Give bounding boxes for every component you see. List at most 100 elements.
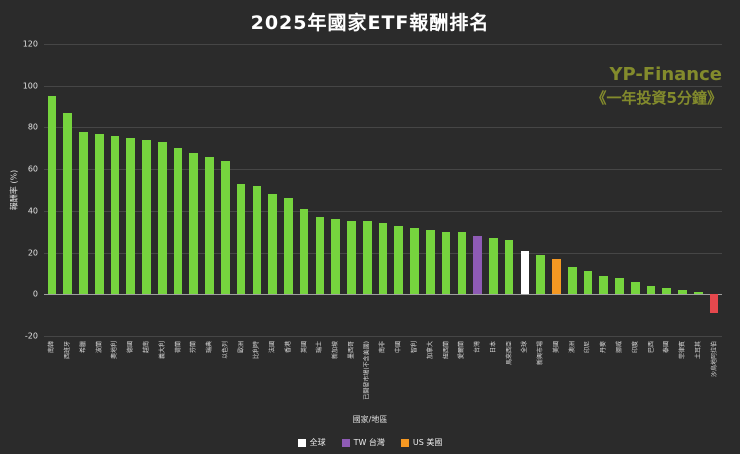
x-tick-label: 澳洲 — [568, 341, 576, 354]
x-tick-label: 挪威 — [616, 341, 623, 354]
legend-swatch — [297, 438, 306, 447]
bar-英國 — [299, 208, 309, 295]
bar-澳洲 — [567, 267, 577, 295]
x-tick-label: 南非 — [379, 341, 387, 354]
x-tick-label: 西班牙 — [64, 341, 72, 360]
bar-智利 — [410, 227, 419, 295]
x-axis-title: 國家/地區 — [352, 415, 388, 424]
bar-南非 — [378, 223, 388, 295]
bar-印尼 — [583, 271, 593, 295]
watermark: YP-Finance 《一年投資5分鐘》 — [592, 62, 722, 110]
x-tick-label: 智利 — [411, 341, 419, 354]
x-tick-label: 瑞典 — [206, 341, 214, 354]
bar-希臘 — [79, 131, 88, 295]
bar-西班牙 — [63, 112, 72, 295]
x-tick-label: 沙烏地阿拉伯 — [710, 341, 718, 378]
bar-波蘭 — [94, 133, 104, 295]
x-tick-label: 希臘 — [79, 341, 87, 354]
x-tick-label: 全球 — [521, 341, 529, 354]
bar-沙烏地阿拉伯 — [709, 294, 719, 314]
x-tick-label: 印尼 — [584, 341, 592, 354]
legend-item-全球: 全球 — [297, 437, 326, 448]
bar-荷蘭 — [173, 148, 183, 295]
legend-label: TW 台灣 — [353, 438, 385, 447]
bar-墨西哥 — [347, 221, 356, 295]
x-tick-label: 以色列 — [221, 341, 229, 360]
watermark-line-1: YP-Finance — [609, 64, 723, 85]
x-tick-label: 荷蘭 — [174, 341, 182, 354]
x-tick-label: 土耳其 — [694, 341, 702, 360]
bar-巴西 — [646, 285, 656, 295]
bar-印度 — [630, 281, 640, 295]
bar-挪威 — [615, 277, 624, 295]
y-tick-label: 40 — [27, 206, 38, 216]
x-tick-label: 愛爾蘭 — [458, 341, 466, 360]
bar-泰國 — [662, 288, 672, 295]
bar-香港 — [284, 198, 293, 295]
y-tick-label: 20 — [27, 248, 38, 258]
bar-歐洲 — [236, 183, 246, 295]
x-tick-label: 新加坡 — [332, 341, 340, 360]
bar-日本 — [489, 238, 498, 295]
bar-比利時 — [252, 185, 262, 295]
plot-area: 報酬率 (%) 120 100 80 60 40 20 0 -20 南韓 西班牙 希臘 波蘭 奧地利 德國… — [10, 40, 722, 400]
x-tick-label: 英國 — [300, 341, 308, 354]
x-tick-label: 中國 — [395, 341, 403, 354]
y-tick-label: 100 — [22, 81, 38, 91]
bar-中國 — [394, 225, 404, 295]
x-tick-label: 已開發市場(不含美國) — [363, 341, 371, 400]
x-tick-label: 波蘭 — [95, 341, 103, 354]
bar-以色列 — [220, 160, 230, 295]
bar-台灣 — [473, 235, 482, 295]
x-tick-label: 瑞士 — [316, 341, 324, 354]
x-tick-label: 歐洲 — [237, 341, 245, 354]
chart-title: 2025年國家ETF報酬排名 — [250, 12, 490, 34]
legend: 全球 TW 台灣 US 美國 — [0, 437, 740, 448]
bar-丹麥 — [599, 275, 609, 295]
x-tick-label: 巴西 — [647, 341, 655, 354]
x-tick-label: 馬來西亞 — [505, 341, 513, 366]
x-tick-label: 南韓 — [48, 341, 56, 354]
x-tick-label: 丹麥 — [600, 341, 608, 354]
bar-紐西蘭 — [441, 231, 451, 295]
bar-德國 — [126, 137, 136, 295]
bar-愛爾蘭 — [457, 231, 467, 295]
bar-美國 — [552, 258, 561, 295]
legend-label: US 美國 — [412, 438, 443, 447]
bar-新加坡 — [331, 219, 341, 295]
bar-已開發市場(不含美國) — [362, 221, 372, 295]
watermark-line-2: 《一年投資5分鐘》 — [591, 89, 722, 108]
x-tick-label: 法國 — [269, 341, 277, 354]
x-tick-label: 台灣 — [474, 341, 482, 354]
legend-swatch — [400, 438, 409, 447]
bar-義大利 — [157, 142, 167, 295]
legend-swatch — [341, 438, 350, 447]
x-tick-label: 日本 — [489, 341, 497, 354]
legend-item-TW 台灣: TW 台灣 — [341, 437, 385, 448]
legend-item-US 美國: US 美國 — [400, 437, 443, 448]
x-tick-label: 加拿大 — [426, 341, 434, 360]
x-tick-label: 印度 — [631, 341, 639, 354]
zero-axis-line — [44, 294, 722, 296]
bar-馬來西亞 — [504, 240, 514, 295]
bar-瑞典 — [205, 156, 214, 295]
x-tick-label: 越南 — [142, 341, 150, 354]
bar-越南 — [142, 139, 151, 295]
bar-土耳其 — [694, 292, 703, 295]
gridline — [44, 336, 722, 337]
x-tick-label: 美國 — [552, 341, 560, 354]
y-axis-title: 報酬率 (%) — [9, 169, 19, 211]
x-tick-label: 新興市場 — [537, 341, 545, 366]
bar-加拿大 — [425, 229, 435, 295]
y-tick-label: 0 — [32, 289, 38, 299]
bar-瑞士 — [315, 217, 325, 295]
y-tick-label: 80 — [27, 122, 38, 132]
bar-全球 — [520, 250, 530, 295]
gridline — [44, 44, 722, 45]
x-tick-label: 香港 — [284, 341, 292, 354]
x-tick-label: 菲律賓 — [679, 341, 687, 360]
y-tick-label: 120 — [22, 39, 38, 49]
y-tick-label: -20 — [24, 331, 38, 341]
x-tick-label: 紐西蘭 — [442, 341, 450, 360]
